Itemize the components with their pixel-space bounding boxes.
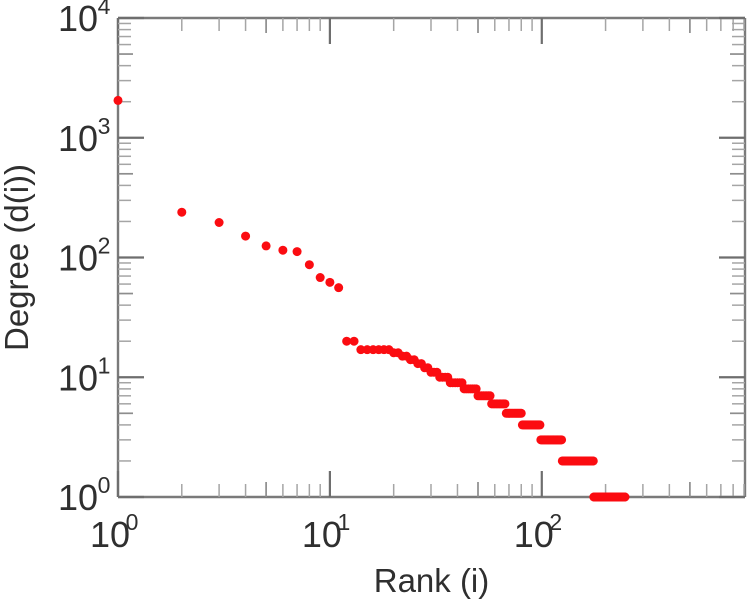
- data-point: [342, 336, 352, 346]
- y-tick-label: 10: [58, 477, 98, 518]
- y-tick-label-exponent: 4: [98, 0, 111, 19]
- y-tick-label-exponent: 1: [98, 352, 111, 378]
- y-tick-label: 10: [58, 118, 98, 159]
- y-tick-label: 10: [58, 0, 98, 39]
- data-point: [535, 420, 545, 430]
- data-point: [334, 283, 344, 293]
- x-axis-title: Rank (i): [374, 562, 490, 599]
- x-tick-label: 10: [514, 514, 554, 555]
- data-point: [325, 277, 335, 287]
- data-point: [241, 231, 251, 241]
- x-tick-label-exponent: 2: [549, 509, 562, 535]
- axis-ticks-group: [116, 16, 745, 499]
- y-tick-label-exponent: 3: [98, 113, 111, 139]
- data-point: [471, 384, 481, 394]
- data-point: [620, 492, 630, 502]
- data-point: [315, 273, 325, 283]
- data-point: [304, 260, 314, 270]
- data-point: [113, 95, 123, 105]
- y-tick-label: 10: [58, 357, 98, 398]
- data-points-group: [113, 95, 630, 502]
- axes-group: [116, 16, 747, 499]
- x-tick-label: 10: [90, 514, 130, 555]
- y-tick-label: 10: [58, 238, 98, 279]
- data-point: [557, 435, 567, 445]
- data-point: [588, 456, 598, 466]
- data-point: [278, 245, 288, 255]
- data-point: [485, 391, 495, 401]
- data-point: [214, 218, 224, 227]
- data-point: [500, 399, 510, 409]
- y-tick-label-exponent: 2: [98, 233, 111, 259]
- data-point: [292, 247, 302, 257]
- y-axis-title: Degree (d(i)): [0, 164, 35, 351]
- data-point: [516, 408, 526, 418]
- x-tick-label: 10: [302, 514, 342, 555]
- data-point: [356, 345, 366, 355]
- data-point: [349, 336, 359, 346]
- y-tick-label-exponent: 0: [98, 472, 111, 498]
- data-point: [261, 241, 271, 251]
- x-tick-label-exponent: 1: [337, 509, 350, 535]
- data-point: [177, 207, 187, 217]
- x-tick-label-exponent: 0: [126, 509, 139, 535]
